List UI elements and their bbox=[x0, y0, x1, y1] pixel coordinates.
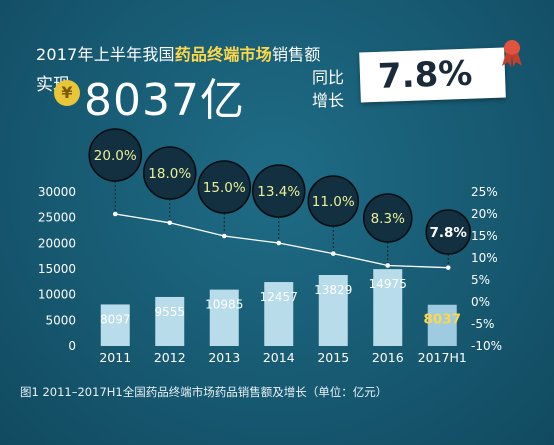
right-axis-tick-label: -5% bbox=[471, 317, 494, 331]
growth-point bbox=[445, 265, 451, 270]
yen-coin-icon: ¥ bbox=[54, 80, 80, 106]
growth-bubble bbox=[142, 146, 197, 200]
growth-bubble bbox=[307, 175, 360, 227]
sales-bar bbox=[155, 296, 185, 346]
bar-value-label: 13829 bbox=[314, 283, 352, 297]
x-axis-tick-label: 2012 bbox=[154, 350, 186, 365]
x-axis-tick-label: 2014 bbox=[263, 350, 295, 365]
bar-value-label: 10985 bbox=[205, 298, 243, 312]
left-axis-tick-label: 15000 bbox=[38, 262, 76, 276]
growth-point bbox=[385, 263, 391, 268]
right-axis-tick-label: 20% bbox=[471, 207, 498, 221]
right-axis-tick-label: 0% bbox=[471, 295, 490, 309]
x-axis-tick-label: 2016 bbox=[372, 350, 404, 365]
left-axis-tick-label: 5000 bbox=[45, 313, 76, 327]
growth-point bbox=[112, 211, 118, 217]
growth-bubble bbox=[362, 193, 413, 243]
growth-point bbox=[330, 251, 336, 256]
right-axis-tick-label: 15% bbox=[471, 229, 498, 243]
yoy-label-line2: 增长 bbox=[312, 91, 345, 110]
growth-bubble bbox=[251, 164, 306, 218]
x-axis-tick-label: 2011 bbox=[99, 350, 131, 365]
right-axis-tick-label: -10% bbox=[471, 339, 502, 353]
bar-value-label: 12457 bbox=[260, 290, 298, 304]
sales-bar bbox=[427, 304, 457, 346]
x-axis-tick-label: 2015 bbox=[317, 350, 349, 365]
growth-rate-label: 8.3% bbox=[371, 211, 405, 227]
yoy-label-line1: 同比 bbox=[312, 68, 345, 87]
growth-point bbox=[167, 220, 173, 226]
headline-prefix: 2017年上半年我国 bbox=[36, 45, 175, 64]
right-axis-tick-label: 25% bbox=[471, 185, 498, 199]
growth-bubble bbox=[425, 209, 472, 255]
left-axis-tick-label: 10000 bbox=[38, 288, 76, 302]
bar-value-label: 8097 bbox=[100, 312, 131, 326]
bar-value-label: 9555 bbox=[154, 305, 185, 319]
growth-point bbox=[276, 240, 282, 246]
headline-suffix: 销售额 bbox=[271, 45, 321, 64]
headline: 2017年上半年我国药品终端市场销售额 bbox=[36, 41, 321, 65]
award-ribbon-icon bbox=[502, 40, 522, 67]
growth-rate-label: 11.0% bbox=[312, 194, 355, 210]
growth-rate-label: 15.0% bbox=[203, 180, 246, 196]
growth-rate-label: 18.0% bbox=[148, 166, 191, 182]
headline-highlight: 药品终端市场 bbox=[174, 45, 272, 64]
left-axis-tick-label: 0 bbox=[68, 339, 76, 353]
growth-rate-label: 20.0% bbox=[94, 148, 137, 164]
growth-bubble bbox=[197, 160, 252, 214]
sales-bar bbox=[318, 275, 348, 346]
growth-rate-label: 7.8% bbox=[430, 225, 468, 241]
right-axis-tick-label: 10% bbox=[471, 251, 498, 265]
left-axis-tick-label: 30000 bbox=[38, 185, 76, 199]
x-axis-tick-label: 2017H1 bbox=[418, 350, 467, 365]
growth-bubble bbox=[88, 128, 143, 182]
sales-bar bbox=[264, 282, 294, 346]
growth-rate-label: 13.4% bbox=[257, 184, 300, 200]
sales-bar bbox=[373, 269, 403, 346]
x-axis-tick-label: 2013 bbox=[208, 350, 240, 365]
sales-bar bbox=[100, 304, 130, 346]
bar-value-label: 14975 bbox=[369, 277, 407, 291]
chart-caption: 图1 2011–2017H1全国药品终端市场药品销售额及增长（单位：亿元） bbox=[20, 385, 388, 399]
total-sales-amount: 8037亿 bbox=[84, 75, 245, 126]
growth-point bbox=[221, 233, 227, 239]
left-axis-tick-label: 20000 bbox=[38, 236, 76, 250]
left-axis-tick-label: 25000 bbox=[38, 211, 76, 225]
right-axis-tick-label: 5% bbox=[471, 273, 490, 287]
sales-bar bbox=[209, 289, 239, 346]
bar-value-label: 8037 bbox=[423, 312, 461, 328]
